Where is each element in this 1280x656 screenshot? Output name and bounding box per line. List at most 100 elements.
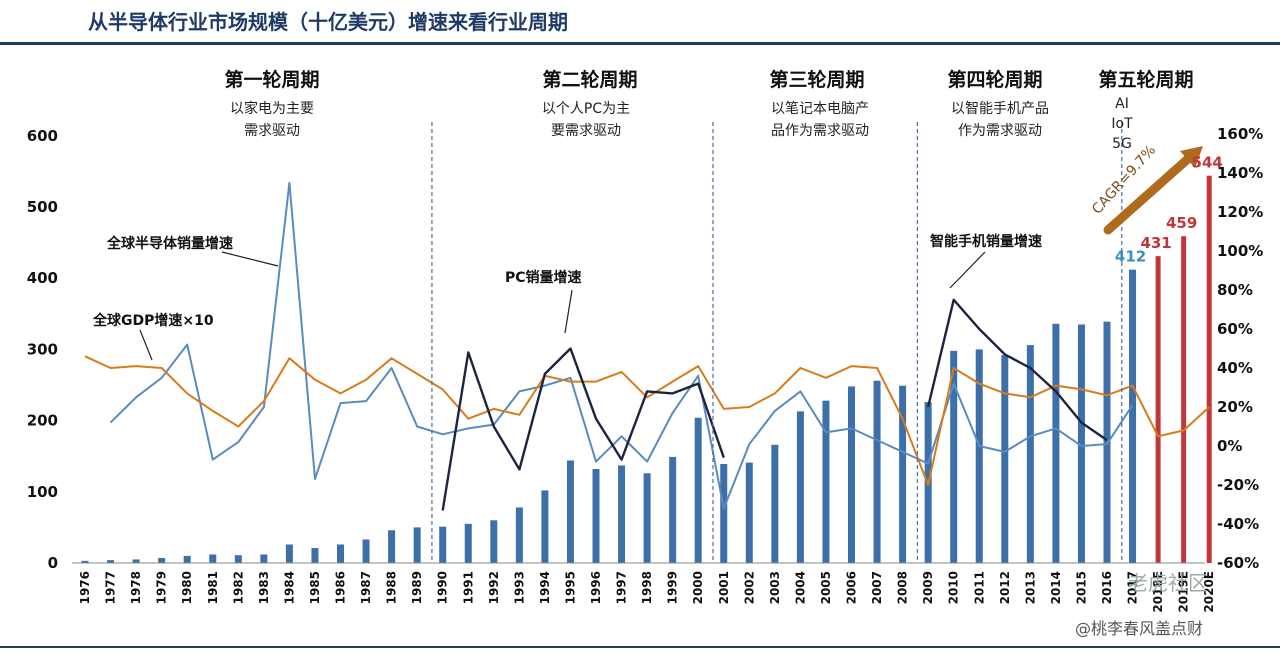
cagr-label: CAGR=9.7% [1089, 142, 1159, 217]
x-tick-2013: 2013 [1023, 571, 1037, 604]
bar-1980 [183, 555, 191, 563]
bar-2015 [1077, 324, 1085, 563]
y-right-tick: 100% [1217, 242, 1263, 260]
era-title-2: 第二轮周期 [542, 68, 637, 91]
x-tick-2010: 2010 [947, 571, 961, 604]
x-tick-2014: 2014 [1049, 571, 1063, 604]
cagr-arrow-shaft [1103, 152, 1195, 235]
era-desc-line: 以家电为主要 [230, 100, 314, 117]
x-tick-1984: 1984 [282, 571, 296, 604]
era-desc-line: 作为需求驱动 [958, 123, 1042, 139]
x-tick-2006: 2006 [845, 571, 859, 604]
y-left-tick: 300 [27, 340, 58, 358]
y-right-tick: -60% [1217, 554, 1259, 572]
watermark-author: @桃李春风盖点财 [1075, 619, 1203, 638]
x-tick-1990: 1990 [436, 571, 450, 604]
y-right-tick: 80% [1217, 281, 1253, 299]
annotation-semi-pointer [221, 251, 279, 267]
y-right-tick: 0% [1217, 437, 1242, 455]
bar-2003 [771, 444, 779, 563]
y-right-tick: -20% [1217, 476, 1259, 494]
value-label-2017: 412 [1115, 248, 1146, 266]
bar-2000 [694, 417, 702, 563]
bar-1987 [362, 539, 370, 563]
bar-2004 [796, 411, 804, 563]
x-tick-1997: 1997 [615, 571, 629, 604]
bar-1981 [209, 554, 217, 563]
annotation-phone: 智能手机销量增速 [929, 233, 1042, 250]
bar-1977 [107, 560, 115, 563]
y-right-tick: 40% [1217, 359, 1253, 377]
title-rule [0, 42, 1280, 45]
bar-1985 [311, 548, 319, 563]
annotation-phone-pointer [949, 251, 986, 289]
phone-growth-line [926, 298, 1108, 442]
y-right-tick: 160% [1217, 125, 1263, 143]
x-tick-1996: 1996 [589, 571, 603, 604]
bar-2020E [1206, 175, 1212, 563]
bar-1978 [132, 559, 140, 563]
bar-1986 [337, 544, 344, 563]
watermark-community: 老虎社区 [1128, 571, 1208, 595]
bar-2001 [720, 464, 728, 563]
y-right-tick: -40% [1217, 515, 1259, 533]
era-desc-line: 品作为需求驱动 [771, 123, 869, 139]
bar-2018E [1155, 256, 1161, 563]
cagr-arrow-head [1180, 146, 1203, 168]
x-tick-1983: 1983 [257, 571, 271, 604]
bar-2012 [1001, 355, 1009, 563]
x-tick-2001: 2001 [717, 571, 731, 604]
era-desc-line: 以笔记本电脑产 [771, 101, 869, 117]
bar-1998 [643, 473, 651, 563]
bar-2006 [848, 386, 855, 563]
x-tick-2005: 2005 [819, 571, 833, 604]
x-tick-2020E: 2020E [1202, 571, 1216, 613]
x-tick-1981: 1981 [206, 571, 220, 604]
bar-1999 [669, 456, 677, 563]
x-tick-1989: 1989 [410, 571, 424, 604]
x-tick-2004: 2004 [793, 571, 807, 604]
bar-1976 [81, 560, 89, 563]
bar-1992 [490, 520, 498, 563]
x-tick-1985: 1985 [308, 571, 322, 604]
era-desc-line: AI [1115, 96, 1129, 112]
era-desc-line: 要需求驱动 [551, 123, 621, 139]
x-tick-1992: 1992 [487, 571, 501, 604]
bar-2011 [975, 349, 983, 563]
y-left-tick: 200 [27, 412, 58, 430]
bar-1997 [618, 465, 626, 563]
y-left-tick: 500 [27, 198, 58, 216]
y-right-tick: 60% [1217, 320, 1253, 338]
x-tick-1993: 1993 [512, 571, 526, 604]
bar-1994 [541, 490, 549, 563]
y-left-tick: 0 [48, 554, 58, 572]
y-left-tick: 400 [27, 269, 58, 287]
annotation-pc-pointer [564, 289, 573, 334]
bar-2007 [873, 380, 881, 563]
bar-2002 [745, 462, 753, 563]
era-title-1: 第一轮周期 [224, 68, 319, 91]
era-title-4: 第四轮周期 [947, 68, 1042, 91]
value-label-2020E: 544 [1192, 154, 1223, 172]
x-tick-1998: 1998 [640, 571, 654, 604]
watermark-layer: 老虎社区 @桃李春风盖点财 [1075, 571, 1208, 638]
gdp-growth-line [84, 355, 1210, 486]
x-tick-1994: 1994 [538, 571, 552, 604]
x-tick-1977: 1977 [104, 571, 118, 604]
bar-2005 [822, 400, 830, 563]
x-tick-2016: 2016 [1100, 571, 1114, 604]
bars-layer [81, 175, 1212, 563]
bar-1982 [234, 555, 242, 563]
x-tick-2019E: 2019E [1177, 571, 1191, 613]
bar-1983 [260, 554, 268, 563]
era-desc-line: 需求驱动 [244, 123, 300, 139]
era-desc-line: 以个人PC为主 [542, 101, 630, 117]
bar-1991 [464, 523, 472, 563]
x-tick-2015: 2015 [1074, 571, 1088, 604]
semi-growth-line [109, 181, 1134, 510]
bar-1989 [413, 527, 421, 563]
era-title-5: 第五轮周期 [1098, 68, 1193, 91]
value-label-2018E: 431 [1140, 234, 1171, 252]
